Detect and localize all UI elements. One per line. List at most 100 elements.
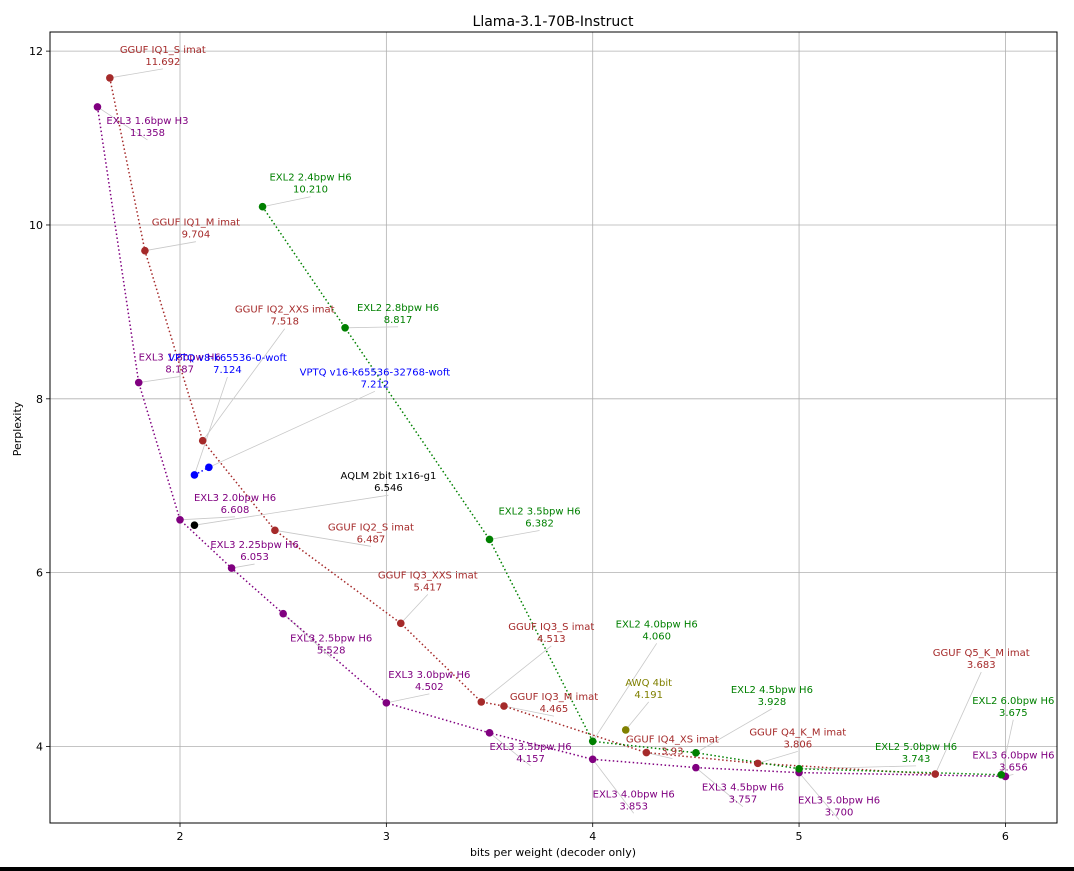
leader-line — [274, 529, 371, 547]
point-label: GGUF IQ3_S imat — [508, 622, 594, 633]
y-tick-label: 8 — [36, 393, 43, 406]
gguf-point — [931, 770, 940, 778]
point-label: AQLM 2bit 1x16-g1 — [341, 471, 437, 482]
leader-line — [695, 767, 744, 807]
point-label: GGUF IQ1_S imat — [120, 45, 206, 56]
leader-line — [345, 326, 399, 329]
point-label: EXL3 2.0bpw H6 — [194, 493, 276, 504]
x-tick-label: 2 — [177, 830, 184, 843]
x-axis-label: bits per weight (decoder only) — [470, 846, 636, 859]
label-leader-lines — [97, 68, 1014, 820]
exl2-point — [997, 770, 1006, 779]
series-lines — [96, 77, 1006, 778]
point-value: 9.704 — [182, 230, 211, 241]
y-tick-label: 6 — [36, 567, 43, 580]
point-label: EXL3 3.0bpw H6 — [388, 670, 470, 681]
vptq-series-line — [194, 466, 210, 476]
leader-line — [798, 772, 840, 820]
point-value: 3.656 — [999, 762, 1028, 773]
point-value: 4.157 — [516, 754, 545, 765]
awq-point — [621, 726, 630, 734]
gguf-point — [396, 619, 405, 628]
y-axis-label: Perplexity — [11, 401, 24, 456]
leader-line — [262, 196, 311, 208]
exl3-point — [227, 564, 236, 572]
leader-line — [592, 643, 658, 742]
leader-line — [757, 750, 798, 764]
exl3-point — [382, 699, 391, 707]
point-value: 3.93 — [661, 747, 683, 758]
point-value: 6.487 — [357, 534, 386, 545]
point-value: 3.928 — [758, 697, 787, 708]
gguf-point — [753, 759, 762, 768]
point-value: 7.212 — [361, 379, 390, 390]
exl2-point — [341, 323, 349, 332]
point-label: GGUF IQ1_M imat — [152, 218, 240, 229]
point-label: GGUF Q5_K_M imat — [933, 648, 1030, 659]
exl3-point — [279, 609, 287, 618]
point-value: 11.358 — [130, 128, 165, 139]
leader-line — [489, 732, 531, 767]
point-label: EXL2 5.0bpw H6 — [875, 742, 957, 753]
vptq-point — [190, 471, 199, 479]
point-label: EXL3 5.0bpw H6 — [798, 796, 880, 807]
exl3-point — [176, 516, 184, 524]
point-label: EXL3 6.0bpw H6 — [972, 750, 1054, 761]
leader-line — [194, 494, 389, 526]
point-label: EXL3 2.25bpw H6 — [210, 540, 298, 551]
point-value: 10.210 — [293, 185, 328, 196]
point-value: 4.513 — [537, 634, 566, 645]
leader-line — [489, 530, 540, 540]
leader-line — [625, 701, 650, 731]
point-value: 5.528 — [317, 646, 346, 657]
x-tick-label: 6 — [1002, 830, 1009, 843]
x-tick-label: 4 — [589, 830, 596, 843]
point-value: 8.817 — [384, 315, 413, 326]
point-value: 7.518 — [270, 317, 299, 328]
point-label: GGUF Q4_K_M imat — [749, 727, 846, 738]
window-bottom-bar — [0, 867, 1074, 871]
leader-line — [592, 759, 635, 814]
x-tick-label: 5 — [796, 830, 803, 843]
point-value: 11.692 — [145, 57, 180, 68]
leader-line — [202, 328, 286, 441]
point-label: EXL2 6.0bpw H6 — [972, 696, 1054, 707]
leader-line — [695, 708, 773, 754]
point-value: 3.853 — [619, 801, 648, 812]
axis-ticks: 2 3 4 5 6 4 6 8 10 12 — [29, 45, 1009, 843]
point-label: AWQ 4bit — [625, 678, 672, 689]
leader-line — [144, 241, 196, 252]
y-tick-label: 10 — [29, 219, 43, 232]
leader-line — [208, 390, 376, 468]
leader-line — [481, 645, 552, 703]
leader-line — [503, 705, 555, 717]
leader-line — [1000, 719, 1014, 775]
leader-line — [194, 376, 228, 476]
plot-frame — [49, 31, 1058, 824]
point-label: EXL3 3.5bpw H6 — [489, 742, 571, 753]
exl3-point — [134, 378, 143, 387]
point-value: 6.608 — [221, 505, 250, 516]
point-value: 6.053 — [240, 552, 269, 563]
point-label: GGUF IQ2_XXS imat — [235, 305, 335, 316]
leader-line — [386, 693, 430, 704]
point-label: EXL2 3.5bpw H6 — [498, 506, 580, 517]
point-label: EXL3 1.8bpw H6 — [139, 353, 221, 364]
point-label: GGUF IQ2_S imat — [328, 522, 414, 533]
point-label: EXL2 2.8bpw H6 — [357, 303, 439, 314]
point-label: GGUF IQ3_XXS imat — [378, 570, 478, 581]
gguf-point — [271, 526, 279, 535]
gguf-point — [500, 702, 508, 710]
gguf-point — [477, 698, 486, 706]
leader-line — [138, 376, 180, 383]
leader-line — [231, 563, 255, 569]
exl2-point — [588, 737, 597, 746]
exl2-point — [692, 748, 700, 757]
gguf-point — [642, 748, 651, 757]
point-value: 3.743 — [902, 754, 931, 765]
point-label: VPTQ v16-k65536-32768-woft — [300, 367, 451, 378]
point-value: 4.191 — [634, 690, 663, 701]
exl3-point — [93, 103, 102, 111]
point-value: 3.683 — [967, 660, 996, 671]
